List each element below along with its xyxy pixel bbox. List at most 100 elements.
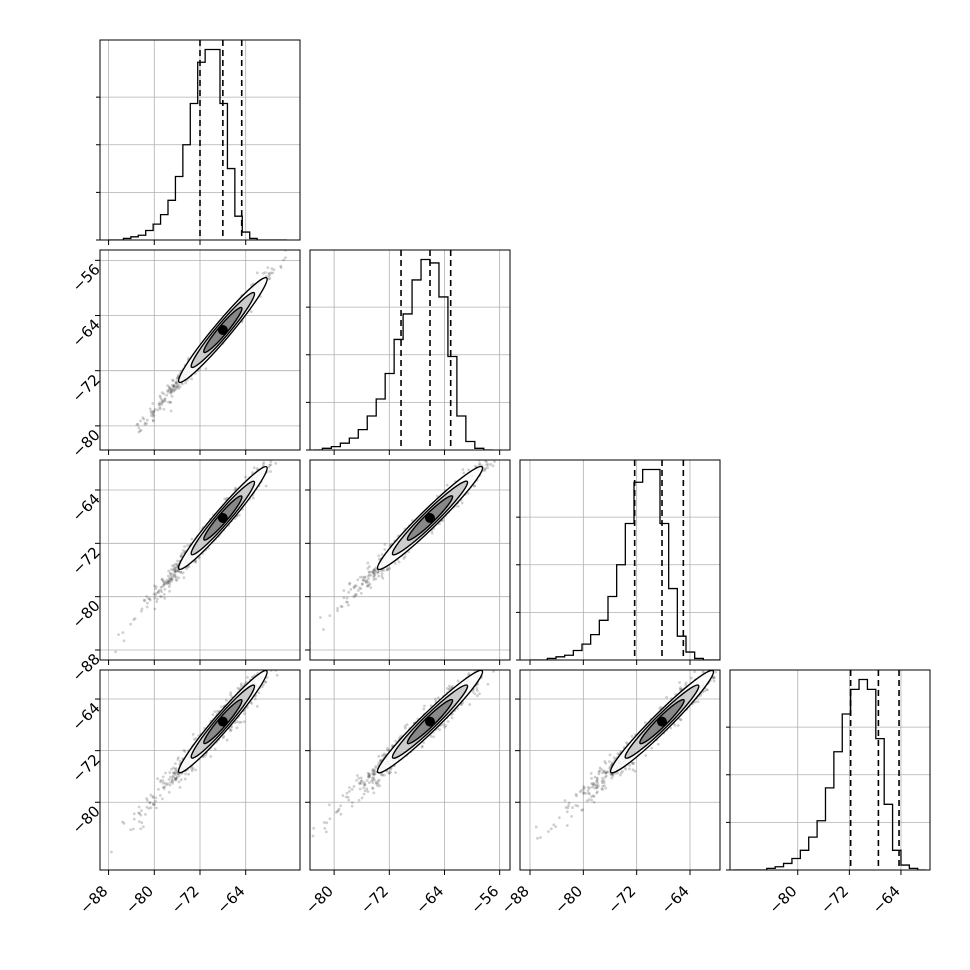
sample-point bbox=[151, 402, 155, 405]
sample-point bbox=[473, 692, 477, 696]
sample-point bbox=[348, 581, 352, 585]
sample-point bbox=[163, 580, 167, 584]
sample-point bbox=[137, 820, 141, 824]
sample-point bbox=[161, 579, 165, 583]
sample-point bbox=[139, 428, 143, 432]
sample-point bbox=[176, 756, 180, 760]
median-point bbox=[425, 513, 435, 523]
sample-point bbox=[170, 578, 174, 581]
sample-point bbox=[229, 693, 232, 697]
sample-point bbox=[359, 587, 363, 591]
sample-point bbox=[169, 775, 172, 779]
sample-point bbox=[373, 568, 376, 572]
sample-point bbox=[397, 560, 401, 564]
sample-point bbox=[213, 710, 217, 713]
panel-frame bbox=[309, 459, 511, 661]
sample-point bbox=[250, 701, 254, 705]
sample-point bbox=[380, 553, 384, 556]
sample-point bbox=[475, 689, 479, 692]
sample-point bbox=[441, 723, 445, 726]
sample-point bbox=[174, 570, 178, 574]
sample-point bbox=[143, 421, 147, 425]
sample-point bbox=[472, 484, 476, 488]
sample-point bbox=[372, 773, 376, 776]
sample-point bbox=[420, 744, 424, 748]
sample-point bbox=[152, 414, 156, 417]
sample-point bbox=[489, 452, 492, 455]
sample-point bbox=[361, 575, 365, 579]
sample-point bbox=[169, 574, 173, 578]
sample-point bbox=[693, 670, 697, 674]
sample-point bbox=[171, 384, 175, 388]
sample-point bbox=[398, 735, 402, 739]
sample-point bbox=[684, 681, 688, 685]
sample-point bbox=[165, 393, 169, 397]
sample-point bbox=[211, 713, 215, 717]
sample-point bbox=[339, 604, 343, 608]
sample-point bbox=[447, 684, 451, 688]
sample-point bbox=[170, 777, 174, 781]
sample-point bbox=[372, 574, 376, 578]
sample-point bbox=[162, 580, 166, 584]
sample-point bbox=[190, 377, 194, 381]
sample-point bbox=[156, 591, 160, 594]
sample-point bbox=[382, 569, 386, 572]
sample-point bbox=[353, 584, 357, 588]
sample-point bbox=[170, 767, 173, 771]
sample-point bbox=[269, 460, 273, 464]
sample-point bbox=[174, 380, 178, 384]
sample-point bbox=[243, 712, 246, 716]
sample-point bbox=[319, 616, 322, 619]
sample-point bbox=[154, 585, 158, 589]
y-tick-label: −64 bbox=[69, 490, 104, 525]
sample-point bbox=[486, 463, 490, 466]
sample-point bbox=[176, 563, 180, 566]
sample-point bbox=[178, 759, 182, 763]
sample-point bbox=[353, 594, 357, 598]
scatter-panel-3-2: −88 −80 −72 −64 bbox=[498, 663, 721, 917]
sample-point bbox=[357, 798, 361, 802]
sample-point bbox=[137, 430, 141, 434]
sample-point bbox=[173, 777, 177, 781]
sample-point bbox=[383, 543, 387, 546]
sample-point bbox=[479, 662, 482, 665]
sample-point bbox=[383, 752, 386, 756]
sample-point bbox=[339, 804, 342, 808]
sample-point bbox=[350, 801, 354, 804]
sample-point bbox=[194, 559, 198, 563]
sample-point bbox=[145, 418, 149, 422]
sample-point bbox=[216, 710, 219, 713]
sample-point bbox=[473, 484, 477, 488]
sample-point bbox=[132, 812, 136, 816]
sample-point bbox=[179, 778, 183, 782]
sample-point bbox=[386, 568, 389, 572]
sample-point bbox=[362, 578, 366, 582]
sample-point bbox=[702, 663, 705, 666]
sample-point bbox=[456, 504, 460, 508]
sample-point bbox=[381, 576, 385, 580]
sample-point bbox=[374, 765, 378, 768]
sample-point bbox=[157, 787, 160, 791]
sample-point bbox=[204, 367, 208, 371]
sample-point bbox=[168, 589, 172, 593]
sample-point bbox=[386, 748, 389, 752]
sample-point bbox=[152, 409, 156, 413]
sample-point bbox=[176, 559, 179, 563]
sample-point bbox=[121, 820, 124, 824]
sample-point bbox=[174, 568, 178, 572]
sample-point bbox=[365, 580, 368, 583]
sample-point bbox=[145, 601, 149, 605]
sample-point bbox=[359, 780, 363, 783]
sample-point bbox=[145, 595, 148, 598]
sample-point bbox=[581, 808, 585, 812]
sample-point bbox=[171, 575, 175, 579]
sample-point bbox=[377, 554, 381, 558]
sample-point bbox=[274, 456, 277, 459]
sample-point bbox=[352, 585, 356, 589]
sample-point bbox=[519, 418, 522, 421]
sample-point bbox=[171, 568, 175, 572]
sample-point bbox=[166, 390, 170, 394]
sample-point bbox=[403, 555, 407, 559]
sample-point bbox=[365, 787, 369, 791]
sample-point bbox=[148, 801, 152, 805]
